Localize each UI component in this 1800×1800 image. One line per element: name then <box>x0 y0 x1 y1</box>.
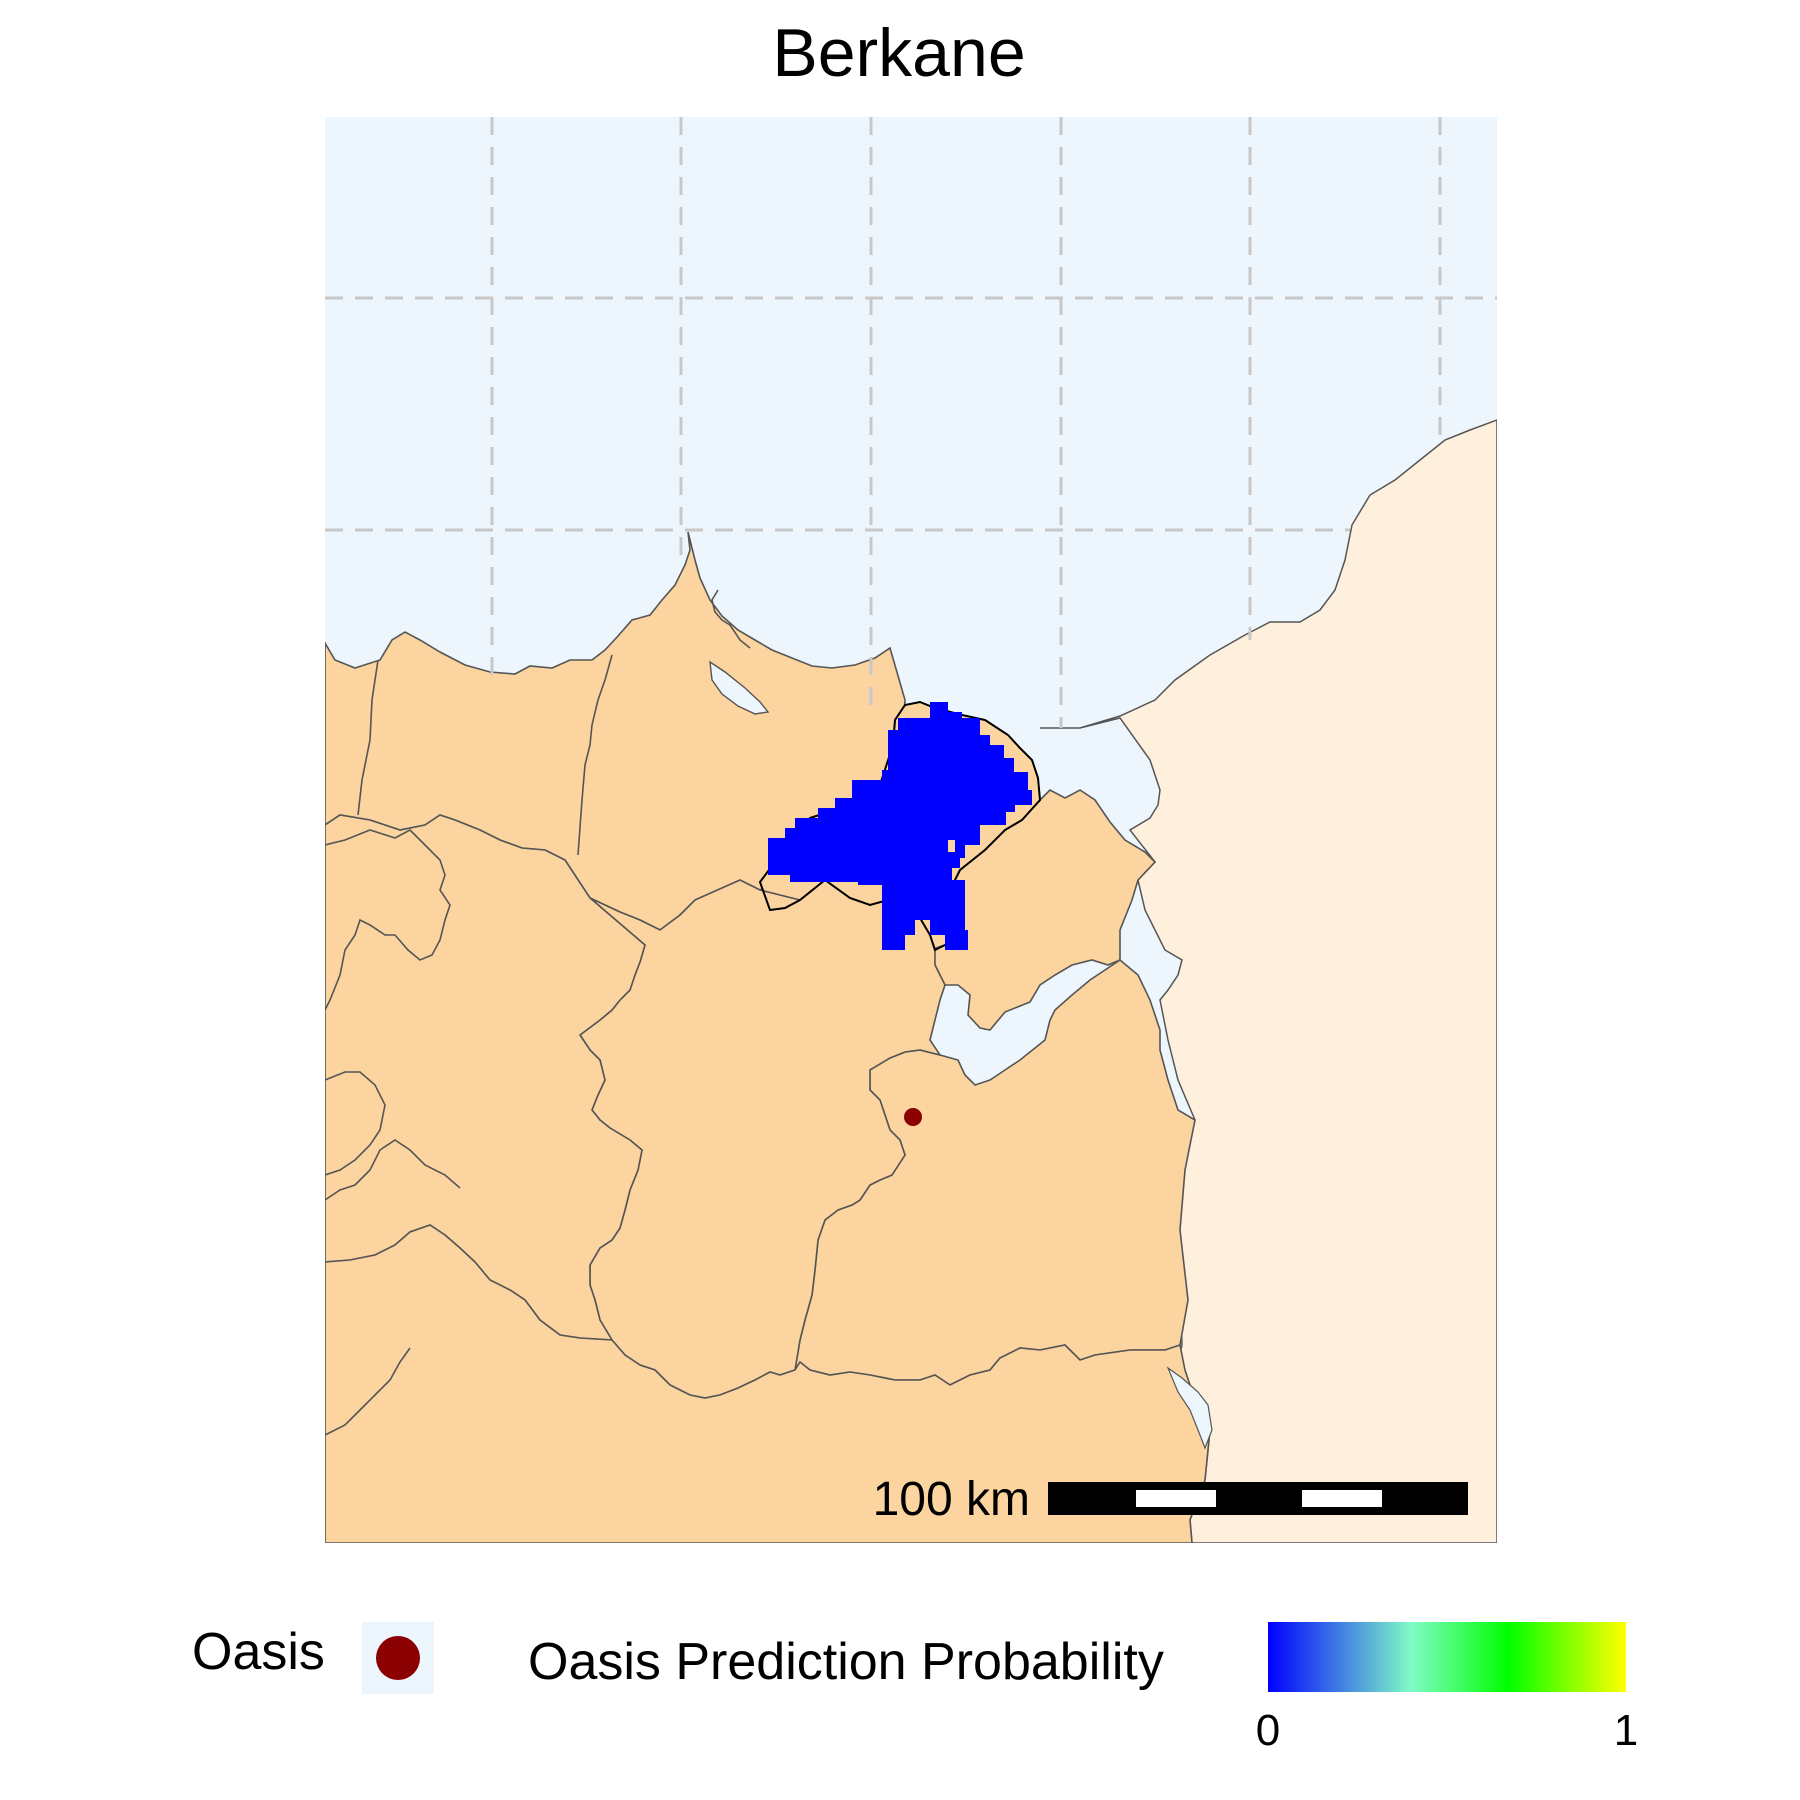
river <box>1166 1366 1213 1450</box>
graticule <box>325 117 1497 728</box>
scale-bar-white-seg <box>1302 1490 1382 1507</box>
legend-oasis-key <box>362 1622 434 1694</box>
oasis-point[interactable] <box>904 1108 922 1126</box>
map-title: Berkane <box>772 15 1026 91</box>
scale-bar-white-seg <box>1136 1490 1216 1507</box>
province-south-west <box>325 1224 1211 1543</box>
colorbar-min-label: 0 <box>1255 1706 1281 1755</box>
colorbar-max-label: 1 <box>1613 1706 1639 1755</box>
lagoon <box>709 660 770 715</box>
legend-oasis-dot-icon <box>376 1636 420 1680</box>
legend-probability-title: Oasis Prediction Probability <box>528 1633 1164 1691</box>
legend-oasis-label: Oasis <box>192 1623 325 1681</box>
scale-bar: 100 km <box>873 1473 1468 1526</box>
probability-colorbar <box>1268 1622 1626 1692</box>
scale-bar-label: 100 km <box>873 1473 1030 1526</box>
scale-bar-frame <box>1048 1482 1468 1515</box>
province-boundaries <box>325 589 751 1436</box>
prediction-raster <box>768 702 1032 950</box>
